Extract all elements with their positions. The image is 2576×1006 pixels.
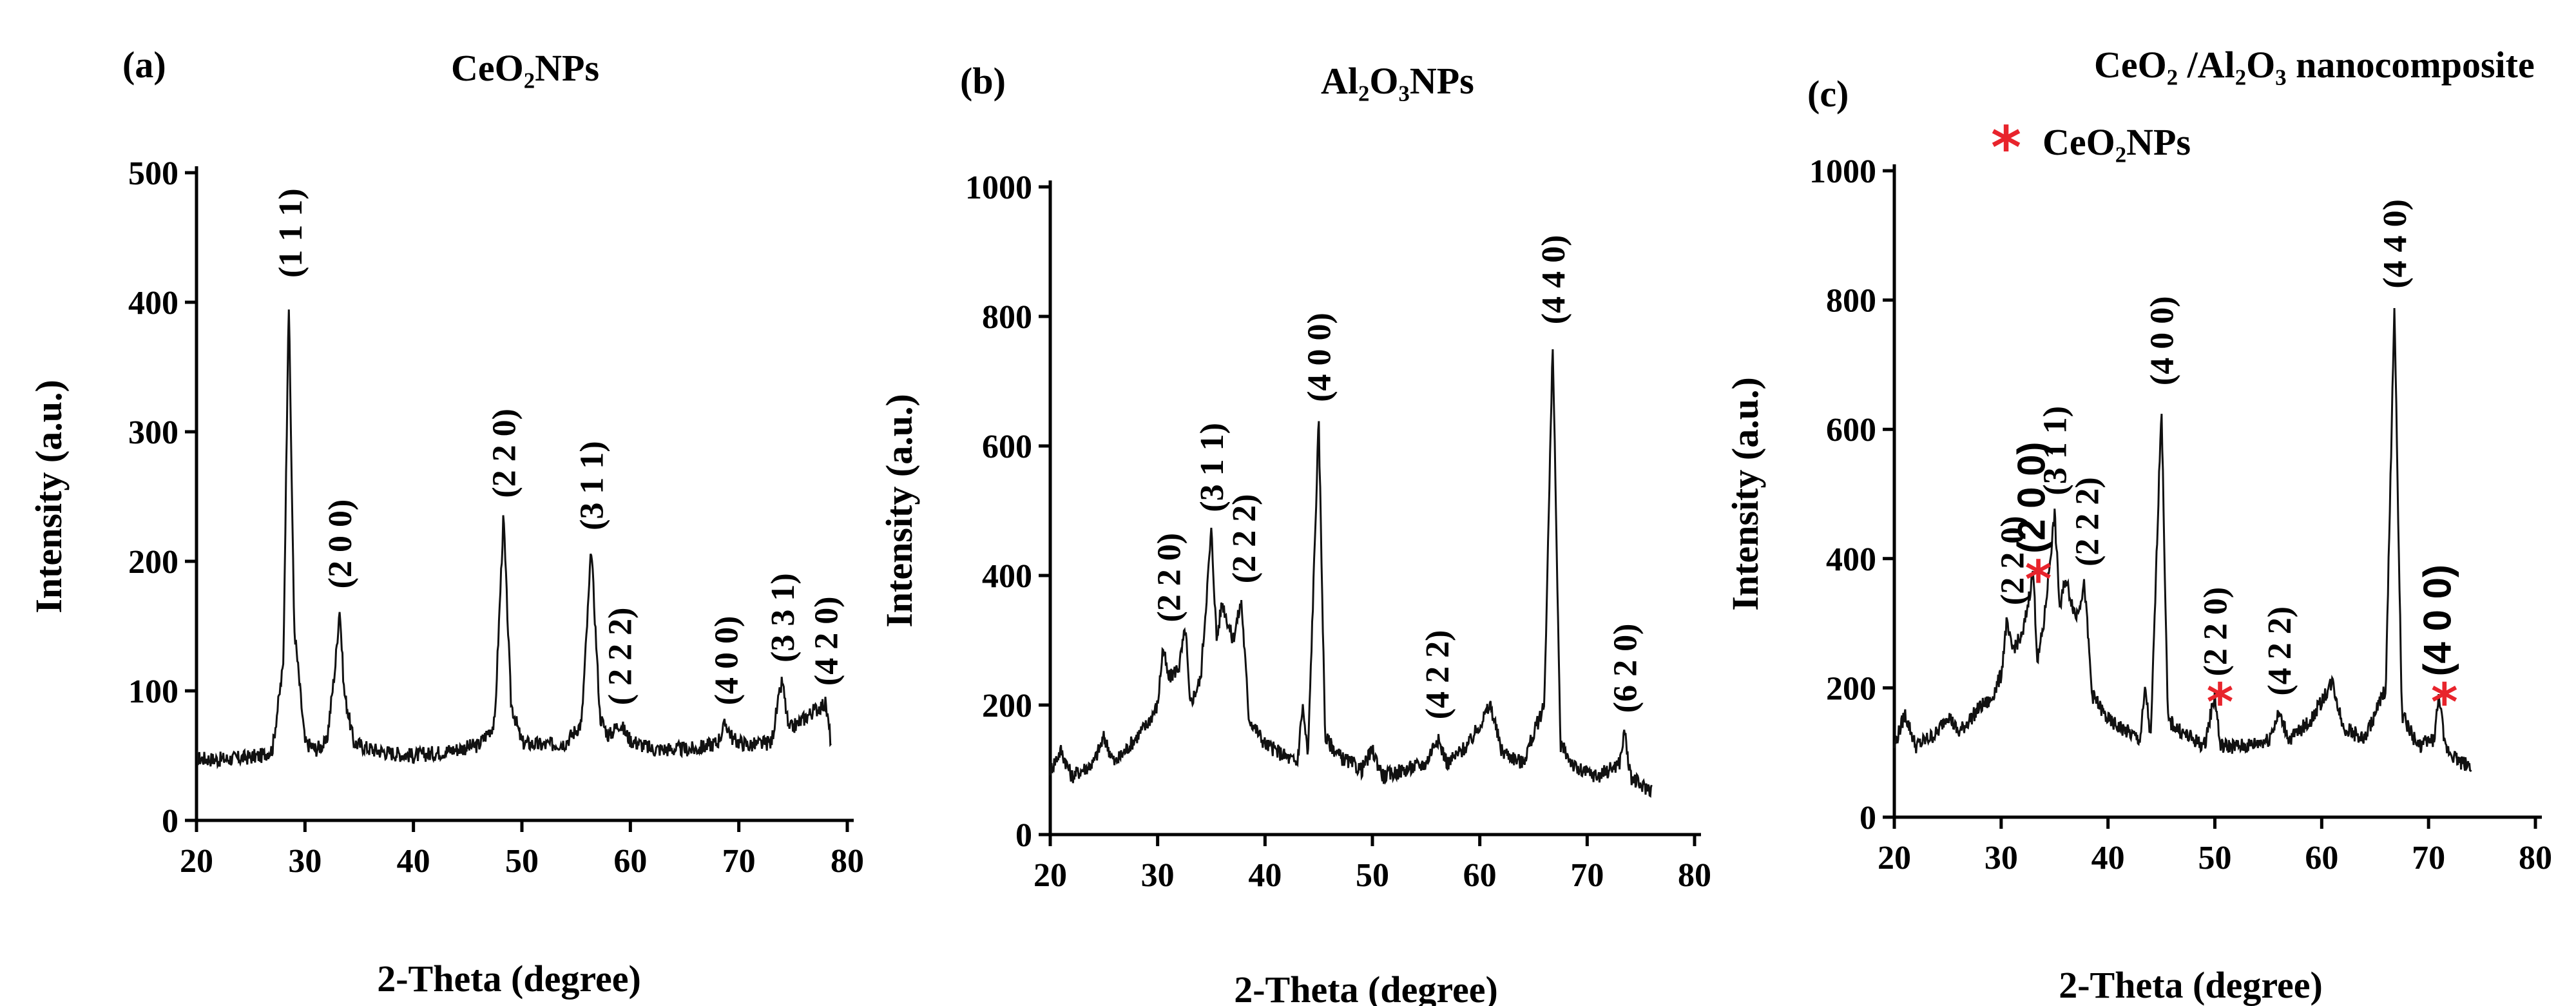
x-tick-label: 40 xyxy=(1248,857,1282,894)
xrd-trace xyxy=(1049,349,1653,798)
peak-label: ( 2 2 2) xyxy=(602,608,639,706)
x-tick-label: 60 xyxy=(1463,857,1497,894)
peak-label: (3 1 1) xyxy=(1194,423,1231,512)
panel-label: (a) xyxy=(122,44,166,86)
y-axis-label: Intensity (a.u.) xyxy=(878,394,920,628)
x-tick-label: 30 xyxy=(1141,857,1175,894)
y-tick-label: 200 xyxy=(1826,670,1876,707)
y-tick-label: 200 xyxy=(982,688,1032,724)
peak-label: (4 4 0) xyxy=(2377,199,2414,289)
y-tick-label: 400 xyxy=(1826,541,1876,578)
y-tick-label: 1000 xyxy=(1809,153,1876,190)
y-tick-label: 800 xyxy=(1826,283,1876,320)
y-tick-label: 1000 xyxy=(965,169,1032,206)
x-tick-label: 50 xyxy=(505,843,539,880)
y-tick-label: 0 xyxy=(162,803,178,840)
x-tick-label: 20 xyxy=(180,843,213,880)
x-tick-label: 60 xyxy=(613,843,647,880)
x-tick-label: 80 xyxy=(2519,840,2552,876)
xrd-trace xyxy=(196,309,832,769)
legend-marker: * xyxy=(1991,114,2021,182)
ceo2-marker: * xyxy=(2207,672,2234,732)
peak-label: (2 2 0) xyxy=(486,409,523,498)
x-tick-label: 70 xyxy=(1570,857,1604,894)
ceo2-marker: * xyxy=(2025,550,2052,610)
x-tick-label: 50 xyxy=(2198,840,2232,876)
y-tick-label: 800 xyxy=(982,299,1032,336)
y-tick-label: 200 xyxy=(128,544,178,581)
y-tick-label: 0 xyxy=(1015,817,1032,854)
ceo2-marker: * xyxy=(2431,672,2458,732)
peak-label: (1 1 1) xyxy=(273,188,309,278)
xrd-trace xyxy=(1893,307,2472,773)
x-axis-label: 2-Theta (degree) xyxy=(1234,969,1498,1006)
peak-label: (4 2 2) xyxy=(2262,606,2298,696)
y-tick-label: 400 xyxy=(128,285,178,322)
x-tick-label: 70 xyxy=(722,843,756,880)
x-tick-label: 80 xyxy=(831,843,864,880)
peak-label: (2 2 2) xyxy=(2070,477,2106,566)
x-tick-label: 50 xyxy=(1356,857,1389,894)
peak-label: (4 2 0) xyxy=(808,596,845,686)
peak-label: (3 1 1) xyxy=(574,441,611,530)
peak-label: (3 1 1) xyxy=(2037,406,2074,496)
x-tick-label: 20 xyxy=(1033,857,1067,894)
y-tick-label: 400 xyxy=(982,558,1032,595)
peak-label: (4 4 0) xyxy=(1535,235,1572,325)
x-tick-label: 30 xyxy=(1985,840,2018,876)
y-tick-label: 600 xyxy=(1826,412,1876,449)
x-axis-label: 2-Theta (degree) xyxy=(2059,964,2323,1006)
panel-title: Al₂O₃NPs xyxy=(1321,60,1474,102)
panel-label: (b) xyxy=(960,60,1006,102)
peak-label: (2 2 0) xyxy=(1151,533,1187,623)
panel-b: 0 200 400 600 800 1000 20 30 40 50 60 70 80 2-Theta (… xyxy=(878,60,1711,1006)
x-tick-label: 40 xyxy=(2091,840,2125,876)
peak-label: (2 0 0) xyxy=(2010,441,2053,553)
x-tick-label: 20 xyxy=(1878,840,1911,876)
peak-label: (3 3 1) xyxy=(765,573,802,663)
panel-title: CeO₂ /Al₂O₃ nanocomposite xyxy=(2094,44,2535,86)
panel-label: (c) xyxy=(1807,73,1849,115)
peak-label: (2 2 0) xyxy=(2198,587,2235,677)
panel-title: CeO₂NPs xyxy=(451,47,599,89)
y-tick-label: 100 xyxy=(128,673,178,710)
y-axis-label: Intensity (a.u.) xyxy=(28,380,70,614)
y-tick-label: 300 xyxy=(128,414,178,451)
y-tick-label: 600 xyxy=(982,429,1032,465)
x-tick-label: 40 xyxy=(397,843,430,880)
peak-label: (4 0 0) xyxy=(1302,313,1338,402)
peak-label: (4 0 0) xyxy=(708,616,745,706)
peak-label: (6 2 0) xyxy=(1608,624,1644,713)
peak-label: (4 0 0) xyxy=(2144,296,2181,385)
x-tick-label: 30 xyxy=(288,843,322,880)
x-tick-label: 80 xyxy=(1678,857,1711,894)
y-tick-label: 500 xyxy=(128,155,178,192)
x-tick-label: 60 xyxy=(2305,840,2338,876)
peak-label: (2 2 2) xyxy=(1226,494,1263,584)
peak-label: (4 2 2) xyxy=(1419,630,1456,720)
panel-c: 0 200 400 600 800 1000 20 30 40 50 60 70 80 2-Theta (… xyxy=(1724,44,2552,1006)
x-tick-label: 70 xyxy=(2412,840,2445,876)
y-axis-label: Intensity (a.u.) xyxy=(1724,377,1766,611)
peak-label: (4 0 0) xyxy=(2416,565,2459,676)
x-axis-label: 2-Theta (degree) xyxy=(377,958,641,1000)
panel-a: 0 100 200 300 400 500 20 30 40 50 60 70 80 2-Theta (d… xyxy=(28,44,864,1000)
y-tick-label: 0 xyxy=(1860,800,1876,837)
peak-label: (2 0 0) xyxy=(322,499,359,589)
legend-label: CeO₂NPs xyxy=(2043,121,2191,163)
peak-label: (2 2 0) xyxy=(1994,516,2031,605)
